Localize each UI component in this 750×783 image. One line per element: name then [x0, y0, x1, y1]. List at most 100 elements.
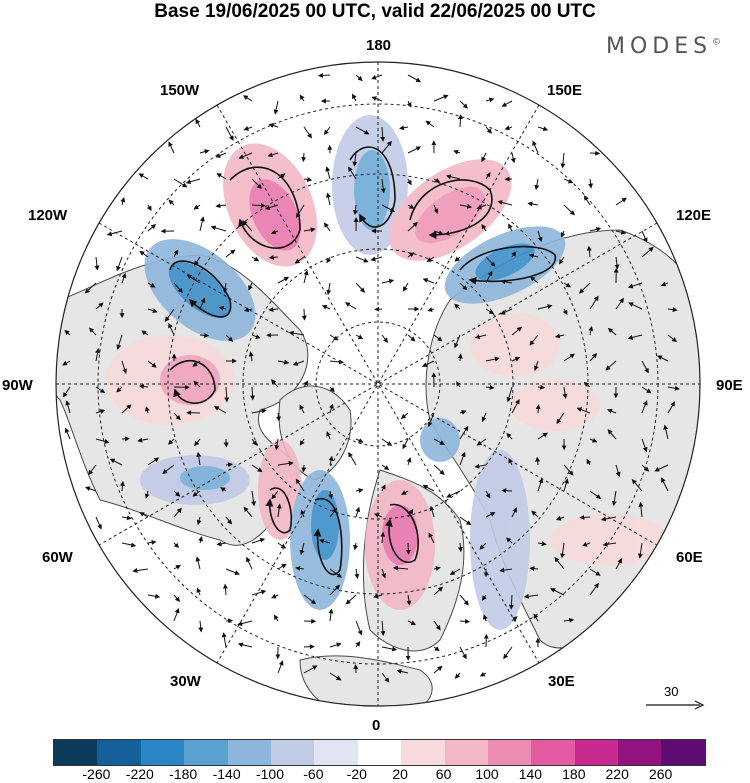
wind-vector — [225, 334, 234, 342]
wind-vector — [325, 166, 331, 180]
wind-vector — [162, 464, 175, 475]
wind-vector — [533, 613, 539, 622]
colorbar-tick-label: -180 — [169, 766, 198, 782]
wind-vector — [251, 438, 258, 446]
wind-vector — [371, 96, 383, 102]
wind-vector — [556, 412, 565, 425]
wind-vector — [329, 403, 334, 414]
wind-vector — [402, 438, 409, 450]
wind-vector — [508, 223, 513, 232]
wind-vector — [615, 558, 622, 570]
wind-vector — [511, 251, 517, 258]
wind-vector — [407, 334, 416, 342]
lat-lon-grid — [56, 62, 700, 706]
lon-label-90e: 90E — [716, 377, 743, 394]
wind-vector — [511, 616, 518, 622]
wind-vector — [267, 152, 279, 158]
wind-vector — [299, 542, 305, 556]
wind-vector — [198, 536, 203, 544]
wind-vector — [277, 276, 290, 284]
wind-vector — [406, 594, 412, 606]
wind-vector — [277, 563, 287, 570]
wind-vector — [457, 353, 463, 362]
wind-vector — [318, 72, 331, 78]
wind-vector — [323, 126, 331, 136]
wind-vector — [248, 351, 254, 362]
wind-vector — [537, 230, 543, 243]
wind-vector — [301, 464, 307, 473]
wind-vector — [199, 332, 210, 338]
wind-vector — [164, 308, 175, 322]
wind-vector — [303, 177, 313, 182]
wind-vector — [355, 334, 364, 340]
wind-vector — [355, 641, 361, 648]
wind-vector — [427, 307, 435, 312]
wind-vector — [352, 152, 358, 167]
wind-vector — [215, 152, 227, 158]
wind-vector — [295, 565, 305, 571]
wind-vector — [303, 594, 317, 605]
wind-vector — [563, 204, 576, 216]
wind-vector — [173, 249, 179, 258]
wind-vector — [523, 593, 539, 599]
wind-vector — [607, 429, 617, 440]
wind-vector — [268, 307, 279, 312]
wind-vector — [426, 256, 435, 263]
wind-vector — [446, 490, 461, 498]
wind-vector — [95, 438, 110, 444]
wind-vector — [251, 408, 267, 414]
wind-vector — [459, 646, 467, 660]
wind-vector — [457, 542, 463, 553]
wind-vector — [589, 295, 599, 310]
map-title: Base 19/06/2025 00 UTC, valid 22/06/2025… — [154, 1, 596, 22]
wind-vector — [459, 282, 468, 291]
wind-vector — [147, 308, 158, 314]
wind-vector — [425, 120, 435, 128]
anomaly-positive — [160, 355, 220, 405]
colorbar-tick-label: -220 — [125, 766, 154, 782]
wind-vector — [95, 348, 101, 362]
anomaly-negative — [354, 150, 390, 230]
wind-vector — [173, 564, 181, 570]
wind-vector — [225, 516, 233, 525]
wind-vector — [454, 672, 461, 679]
wind-vector — [407, 620, 417, 625]
wind-vector — [534, 178, 540, 191]
wind-vector — [581, 541, 591, 547]
wind-vector — [399, 125, 409, 131]
wind-vector — [537, 384, 546, 390]
wind-vector — [242, 95, 253, 102]
wind-vector — [537, 541, 547, 547]
wind-vector — [558, 256, 565, 265]
wind-vector — [445, 174, 461, 180]
wind-vector — [84, 282, 97, 294]
wind-vector — [641, 246, 654, 258]
wind-vector — [326, 431, 331, 440]
wind-vector — [406, 178, 412, 186]
wind-vector — [192, 490, 201, 497]
anomaly-positive — [550, 514, 670, 566]
wind-vector — [563, 617, 575, 623]
wind-vector — [292, 360, 305, 366]
wind-vector — [295, 204, 305, 219]
wind-vector — [329, 386, 335, 393]
wind-vector — [381, 334, 388, 344]
anomaly-positive — [249, 179, 301, 251]
wind-vector — [381, 464, 390, 471]
wind-vector — [243, 126, 253, 131]
map-boundary — [55, 61, 701, 707]
wind-vector — [237, 642, 253, 648]
wind-vector — [173, 178, 188, 188]
wind-vector — [185, 178, 201, 185]
wind-vector — [615, 297, 624, 310]
wind-vector — [62, 386, 71, 398]
anomaly-negative — [180, 466, 230, 490]
lon-label-120e: 120E — [676, 207, 712, 224]
wind-vector — [631, 479, 643, 492]
wind-vector — [588, 325, 594, 336]
wind-vector — [380, 484, 386, 492]
wind-vector — [271, 593, 279, 599]
wind-vector — [196, 451, 202, 466]
wind-vector — [380, 620, 386, 637]
wind-vector — [654, 464, 669, 472]
